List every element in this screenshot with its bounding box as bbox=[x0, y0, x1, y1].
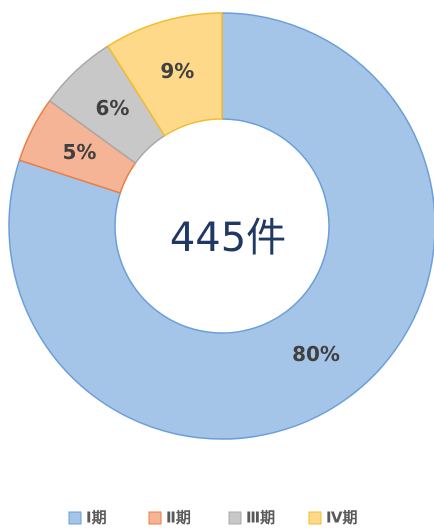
slice bbox=[106, 12, 223, 137]
legend-marker bbox=[148, 511, 162, 525]
slice bbox=[8, 12, 434, 440]
legend-marker bbox=[228, 511, 242, 525]
data-label: 5% bbox=[62, 140, 96, 164]
data-label: 9% bbox=[160, 59, 194, 83]
data-label: 80% bbox=[292, 342, 340, 366]
center-label: 445件 bbox=[170, 215, 286, 261]
legend-label: Ⅳ期 bbox=[326, 509, 357, 527]
legend-marker bbox=[68, 511, 82, 525]
data-label: 6% bbox=[95, 96, 129, 120]
legend-marker bbox=[308, 511, 322, 525]
legend-label: Ⅰ期 bbox=[86, 509, 107, 527]
legend-label: Ⅲ期 bbox=[246, 509, 275, 527]
legend-label: Ⅱ期 bbox=[166, 509, 191, 527]
